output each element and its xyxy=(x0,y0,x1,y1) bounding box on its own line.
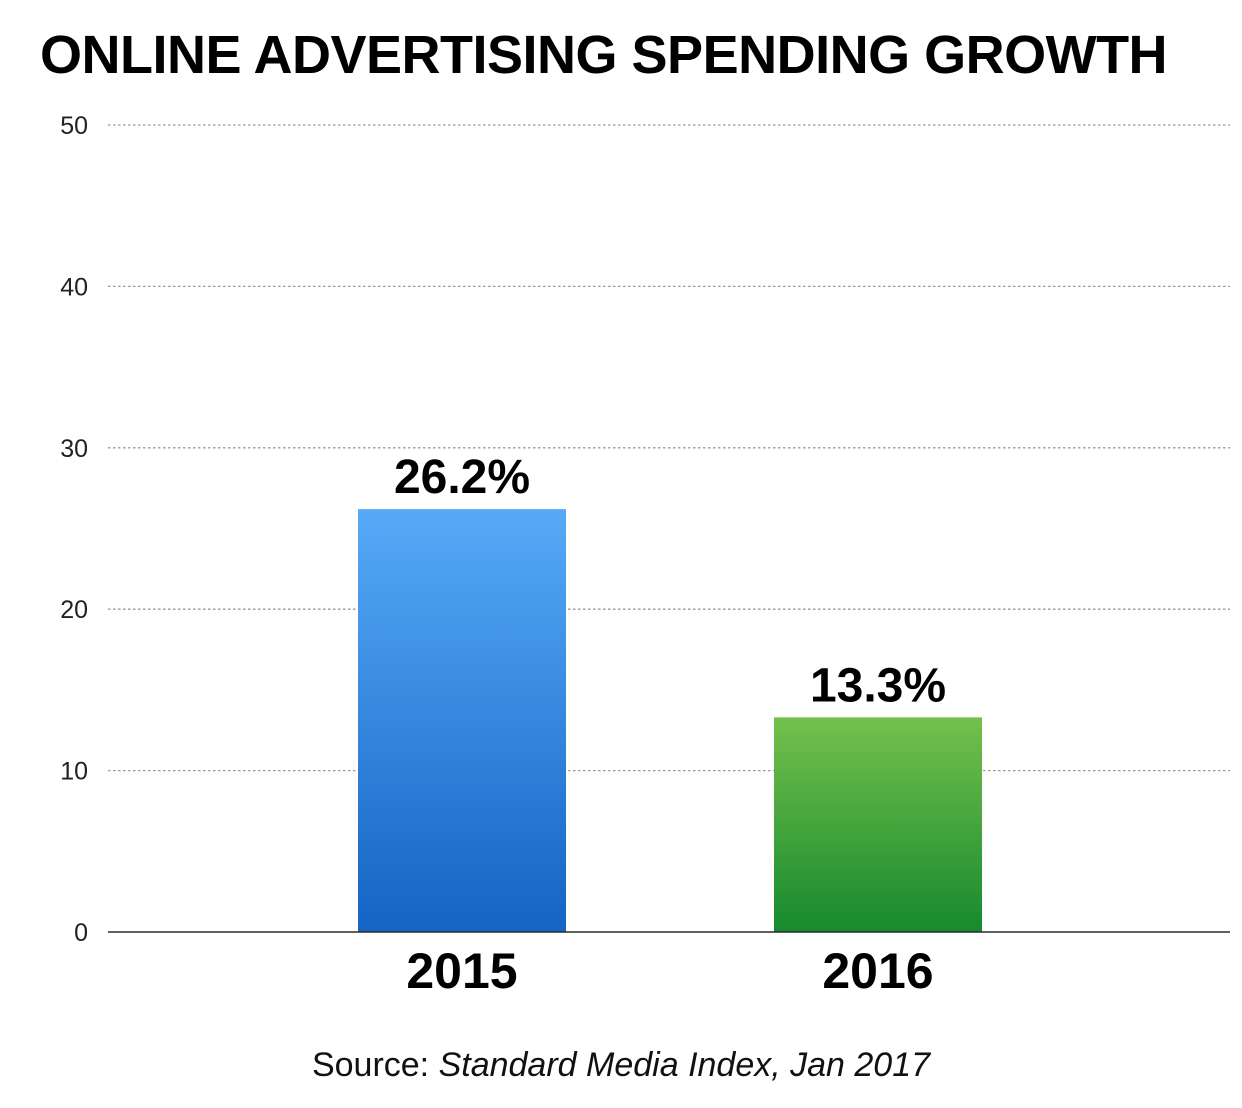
gridlines xyxy=(108,124,1230,772)
x-tick-label-2016: 2016 xyxy=(822,943,933,999)
y-tick-label: 20 xyxy=(60,596,88,624)
source-note: Source: Standard Media Index, Jan 2017 xyxy=(0,1046,1242,1085)
source-detail: Standard Media Index, Jan 2017 xyxy=(438,1046,931,1084)
x-tick-label-2015: 2015 xyxy=(406,943,517,999)
bar-2015 xyxy=(358,509,566,932)
y-tick-label: 30 xyxy=(60,435,88,463)
bar-2016 xyxy=(774,717,982,932)
y-tick-label: 0 xyxy=(74,919,88,947)
value-label-2015: 26.2% xyxy=(394,451,530,504)
bars xyxy=(358,509,982,932)
value-label-2016: 13.3% xyxy=(810,659,946,712)
x-axis: 2015 2016 xyxy=(108,931,1230,999)
y-tick-label: 10 xyxy=(60,758,88,786)
y-tick-label: 40 xyxy=(60,273,88,301)
y-axis: 0 10 20 30 40 50 xyxy=(60,112,88,947)
value-labels: 26.2% 13.3% xyxy=(394,451,946,712)
chart-title: ONLINE ADVERTISING SPENDING GROWTH xyxy=(40,25,1168,85)
source-prefix: Source: xyxy=(311,1046,439,1084)
y-tick-label: 50 xyxy=(60,112,88,140)
